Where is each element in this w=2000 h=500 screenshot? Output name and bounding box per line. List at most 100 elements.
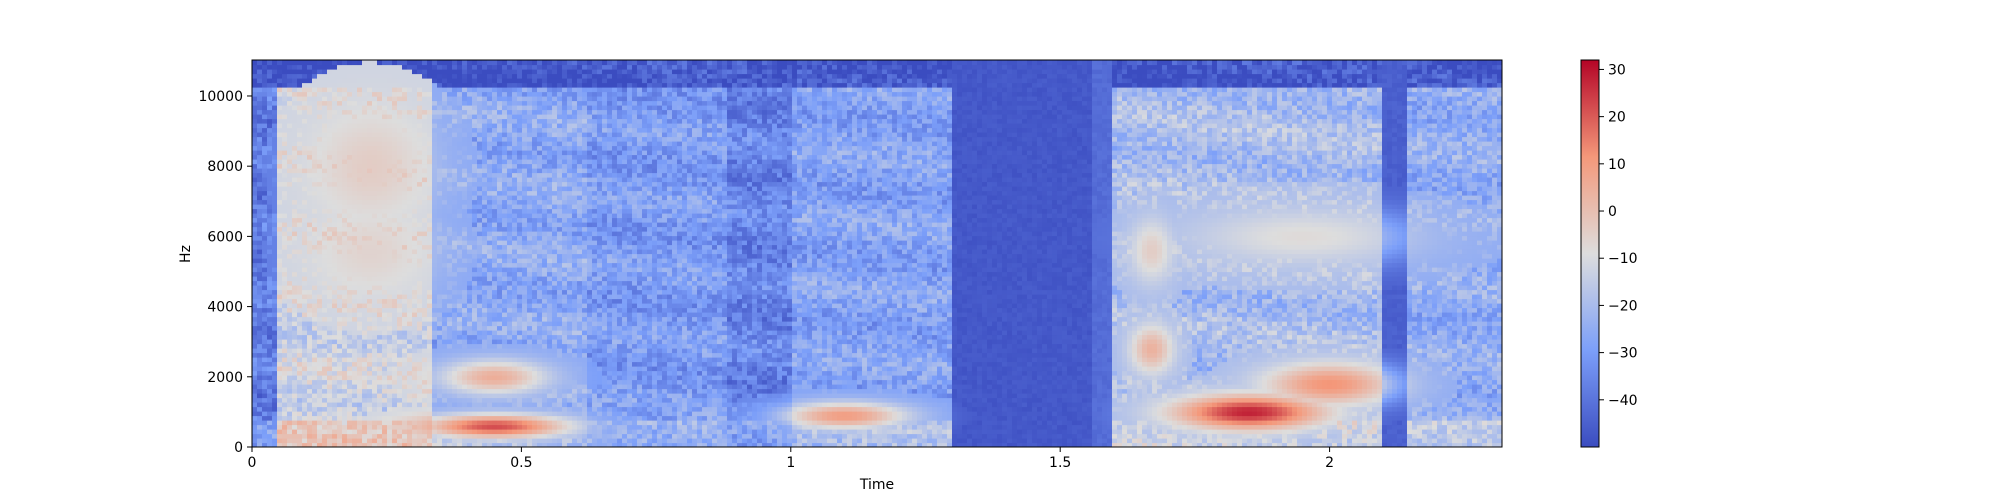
spectrogram-cell xyxy=(437,218,443,223)
spectrogram-cell xyxy=(382,164,388,169)
spectrogram-cell xyxy=(377,177,383,182)
spectrogram-cell xyxy=(357,159,363,164)
spectrogram-cell xyxy=(322,105,328,110)
spectrogram-cell xyxy=(397,245,403,250)
spectrogram-cell xyxy=(257,110,263,115)
spectrogram-cell xyxy=(387,227,393,232)
spectrogram-cell xyxy=(257,429,263,434)
spectrogram-cell xyxy=(432,258,438,263)
spectrogram-cell xyxy=(332,74,338,79)
spectrogram-cell xyxy=(282,182,288,187)
spectrogram-cell xyxy=(417,182,423,187)
spectrogram-cell xyxy=(332,272,338,277)
spectrogram-cell xyxy=(382,321,388,326)
spectrogram-cell xyxy=(297,195,303,200)
spectrogram-cell xyxy=(467,425,473,430)
spectrogram-cell xyxy=(362,60,368,65)
spectrogram-cell xyxy=(392,92,398,97)
spectrogram-cell xyxy=(442,353,448,358)
spectrogram-cell xyxy=(412,303,418,308)
spectrogram-cell xyxy=(457,375,463,380)
spectrogram-cell xyxy=(427,78,433,83)
spectrogram-cell xyxy=(357,303,363,308)
spectrogram-cell xyxy=(327,375,333,380)
spectrogram-cell xyxy=(347,398,353,403)
spectrogram-cell xyxy=(462,200,468,205)
spectrogram-cell xyxy=(422,146,428,151)
spectrogram-cell xyxy=(312,281,318,286)
spectrogram-cell xyxy=(277,164,283,169)
spectrogram-cell xyxy=(407,146,413,151)
spectrogram-cell xyxy=(292,308,298,313)
spectrogram-cell xyxy=(452,326,458,331)
spectrogram-cell xyxy=(457,222,463,227)
spectrogram-cell xyxy=(457,308,463,313)
spectrogram-cell xyxy=(282,168,288,173)
spectrogram-cell xyxy=(302,173,308,178)
spectrogram-cell xyxy=(392,344,398,349)
spectrogram-cell xyxy=(272,290,278,295)
spectrogram-cell xyxy=(362,177,368,182)
spectrogram-cell xyxy=(272,105,278,110)
spectrogram-cell xyxy=(432,353,438,358)
spectrogram-cell xyxy=(377,321,383,326)
spectrogram-cell xyxy=(387,326,393,331)
spectrogram-cell xyxy=(427,344,433,349)
spectrogram-cell xyxy=(322,429,328,434)
spectrogram-cell xyxy=(257,389,263,394)
spectrogram-cell xyxy=(407,375,413,380)
spectrogram-cell xyxy=(437,213,443,218)
spectrogram-cell xyxy=(382,236,388,241)
spectrogram-cell xyxy=(437,182,443,187)
spectrogram-cell xyxy=(327,92,333,97)
spectrogram-cell xyxy=(422,177,428,182)
spectrogram-cell xyxy=(347,236,353,241)
spectrogram-cell xyxy=(307,366,313,371)
spectrogram-cell xyxy=(277,267,283,272)
spectrogram-cell xyxy=(397,191,403,196)
spectrogram-cell xyxy=(387,209,393,214)
spectrogram-cell xyxy=(317,128,323,133)
spectrogram-cell xyxy=(407,60,413,65)
spectrogram-cell xyxy=(392,348,398,353)
spectrogram-cell xyxy=(437,339,443,344)
spectrogram-cell xyxy=(412,92,418,97)
spectrogram-cell xyxy=(362,326,368,331)
spectrogram-cell xyxy=(307,78,313,83)
spectrogram-cell xyxy=(337,92,343,97)
spectrogram-cell xyxy=(372,123,378,128)
spectrogram-cell xyxy=(277,299,283,304)
spectrogram-cell xyxy=(387,398,393,403)
spectrogram-cell xyxy=(387,195,393,200)
spectrogram-cell xyxy=(432,321,438,326)
spectrogram-cell xyxy=(267,213,273,218)
spectrogram-cell xyxy=(407,164,413,169)
spectrogram-cell xyxy=(302,389,308,394)
spectrogram-cell xyxy=(337,362,343,367)
spectrogram-cell xyxy=(312,407,318,412)
spectrogram-cell xyxy=(402,326,408,331)
spectrogram-cell xyxy=(427,375,433,380)
spectrogram-cell xyxy=(447,123,453,128)
spectrogram-cell xyxy=(432,209,438,214)
spectrogram-cell xyxy=(332,254,338,259)
spectrogram-cell xyxy=(342,218,348,223)
spectrogram-cell xyxy=(287,393,293,398)
spectrogram-cell xyxy=(377,434,383,439)
spectrogram-cell xyxy=(362,272,368,277)
spectrogram-cell xyxy=(332,249,338,254)
spectrogram-cell xyxy=(252,236,258,241)
spectrogram-cell xyxy=(262,425,268,430)
spectrogram-cell xyxy=(322,254,328,259)
spectrogram-cell xyxy=(447,101,453,106)
spectrogram-cell xyxy=(377,438,383,443)
spectrogram-cell xyxy=(252,204,258,209)
spectrogram-cell xyxy=(262,402,268,407)
spectrogram-cell xyxy=(347,366,353,371)
spectrogram-cell xyxy=(342,276,348,281)
spectrogram-cell xyxy=(367,87,373,92)
spectrogram-cell xyxy=(337,375,343,380)
spectrogram-cell xyxy=(372,312,378,317)
spectrogram-cell xyxy=(392,177,398,182)
spectrogram-cell xyxy=(422,335,428,340)
